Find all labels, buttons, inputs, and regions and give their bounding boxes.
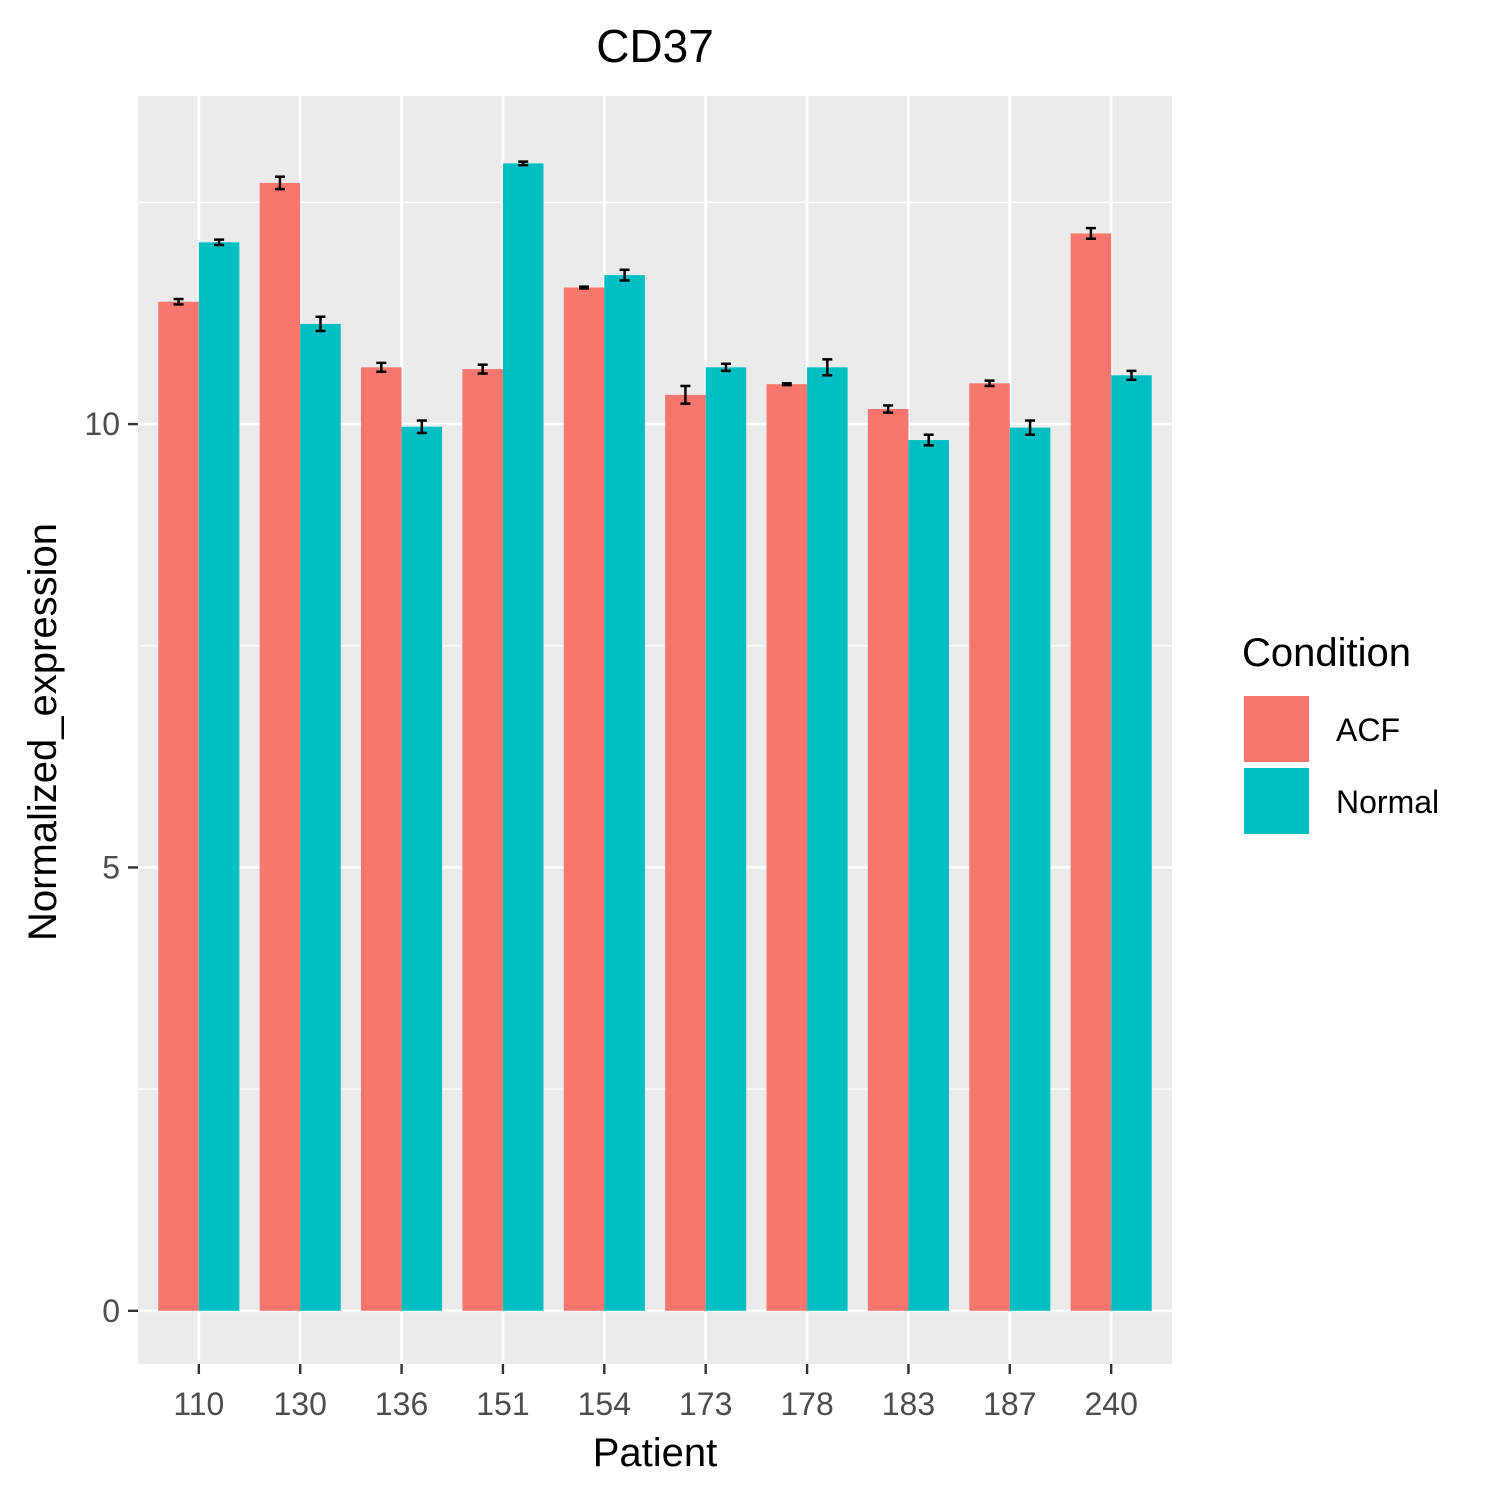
legend: Condition ACF Normal <box>1242 631 1439 836</box>
x-tick-label: 110 <box>173 1386 224 1422</box>
bar-acf-187 <box>969 383 1010 1311</box>
bar-normal-130 <box>300 323 341 1311</box>
bar-normal-183 <box>908 440 949 1311</box>
y-tick-label: 5 <box>102 849 120 885</box>
bars-group <box>158 163 1152 1311</box>
bar-normal-178 <box>807 367 848 1311</box>
bar-acf-136 <box>361 367 402 1311</box>
bar-acf-178 <box>766 384 808 1311</box>
error-bars-group <box>173 160 1137 447</box>
bar-acf-240 <box>1070 233 1112 1311</box>
bar-normal-136 <box>401 426 443 1311</box>
x-axis-title: Patient <box>593 1431 718 1475</box>
x-axis: 110 130 136 151 154 173 178 183 187 240 <box>173 1364 1138 1422</box>
bar-normal-154 <box>604 275 645 1311</box>
bar-acf-151 <box>462 369 503 1311</box>
x-tick-label: 154 <box>578 1386 631 1422</box>
x-tick-label: 151 <box>476 1386 529 1422</box>
x-tick-label: 240 <box>1084 1386 1137 1422</box>
y-axis-title: Normalized_expression <box>21 523 65 941</box>
y-tick-label: 10 <box>84 406 120 442</box>
legend-key-normal <box>1242 766 1311 836</box>
chart-title: CD37 <box>596 20 714 72</box>
x-tick-label: 187 <box>983 1386 1036 1422</box>
bar-acf-130 <box>259 182 301 1311</box>
y-axis: 0 5 10 <box>84 406 138 1329</box>
x-tick-label: 136 <box>375 1386 428 1422</box>
legend-label-normal: Normal <box>1336 784 1439 820</box>
bar-normal-173 <box>705 367 747 1311</box>
legend-title: Condition <box>1242 631 1411 675</box>
bar-normal-240 <box>1111 375 1152 1311</box>
bar-acf-183 <box>867 409 909 1311</box>
bar-acf-110 <box>158 301 199 1311</box>
bar-normal-110 <box>198 242 240 1311</box>
bar-acf-173 <box>665 394 706 1311</box>
x-tick-label: 178 <box>780 1386 833 1422</box>
legend-key-acf <box>1242 694 1311 764</box>
legend-items: ACF Normal <box>1242 694 1439 836</box>
bar-normal-151 <box>502 163 544 1311</box>
bar-normal-187 <box>1009 427 1051 1311</box>
x-tick-label: 130 <box>274 1386 327 1422</box>
bar-acf-154 <box>563 287 605 1311</box>
x-tick-label: 183 <box>882 1386 935 1422</box>
y-tick-label: 0 <box>102 1293 120 1329</box>
legend-label-acf: ACF <box>1336 712 1400 748</box>
x-tick-label: 173 <box>679 1386 732 1422</box>
